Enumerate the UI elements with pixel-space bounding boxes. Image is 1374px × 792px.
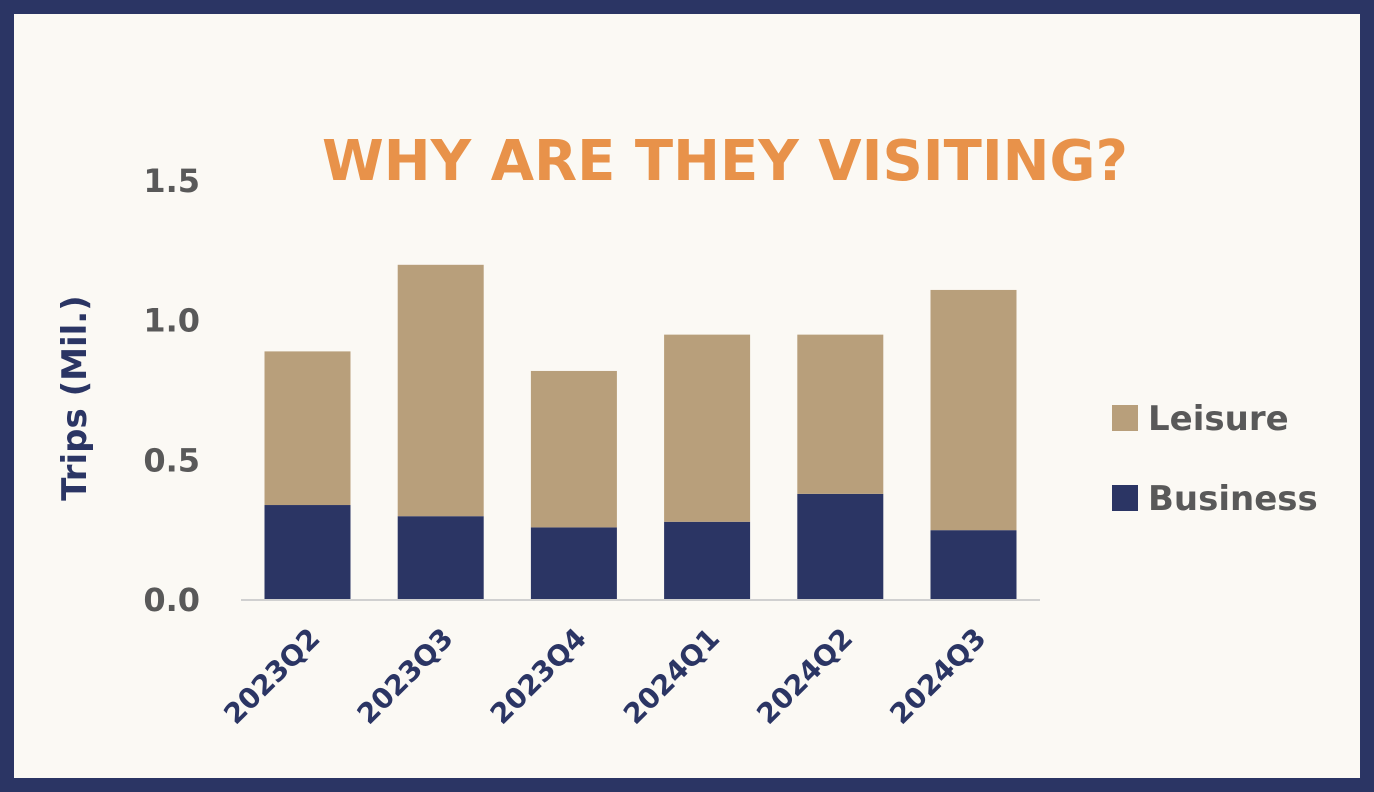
x-tick-label: 2024Q1	[617, 622, 726, 731]
x-tick-label: 2024Q2	[750, 622, 859, 731]
y-tick-label: 0.0	[143, 581, 200, 619]
y-tick-label: 1.5	[143, 162, 200, 200]
bar-business-2024q3	[930, 530, 1017, 600]
x-tick-label: 2024Q3	[883, 622, 992, 731]
bar-leisure-2024q2	[797, 334, 884, 494]
bar-business-2024q2	[797, 493, 884, 600]
y-axis-label: Trips (Mil.)	[55, 295, 95, 500]
x-tick-label: 2023Q4	[484, 622, 593, 731]
legend-label-leisure: Leisure	[1148, 399, 1289, 439]
bar-business-2023q4	[530, 527, 617, 600]
x-tick-label: 2023Q3	[351, 622, 460, 731]
legend-swatch-business	[1112, 485, 1138, 511]
bar-leisure-2023q4	[530, 370, 617, 528]
y-axis-ticks: 0.0 0.5 1.0 1.5	[143, 162, 200, 619]
x-tick-label: 2023Q2	[217, 622, 326, 731]
bars-group	[264, 264, 1017, 600]
bar-business-2024q1	[664, 521, 751, 600]
bar-leisure-2023q2	[264, 351, 351, 506]
bar-business-2023q2	[264, 505, 351, 600]
legend-label-business: Business	[1148, 479, 1318, 519]
bar-leisure-2023q3	[397, 264, 484, 517]
x-axis-ticks: 2023Q2 2023Q3 2023Q4 2024Q1 2024Q2 2024Q3	[217, 622, 992, 731]
bar-business-2023q3	[397, 516, 484, 600]
y-tick-label: 0.5	[143, 441, 200, 479]
legend-swatch-leisure	[1112, 405, 1138, 431]
y-tick-label: 1.0	[143, 302, 200, 340]
legend: Leisure Business	[1112, 399, 1318, 519]
bar-leisure-2024q1	[664, 334, 751, 522]
chart-title: WHY ARE THEY VISITING?	[322, 129, 1128, 194]
bar-leisure-2024q3	[930, 289, 1017, 531]
